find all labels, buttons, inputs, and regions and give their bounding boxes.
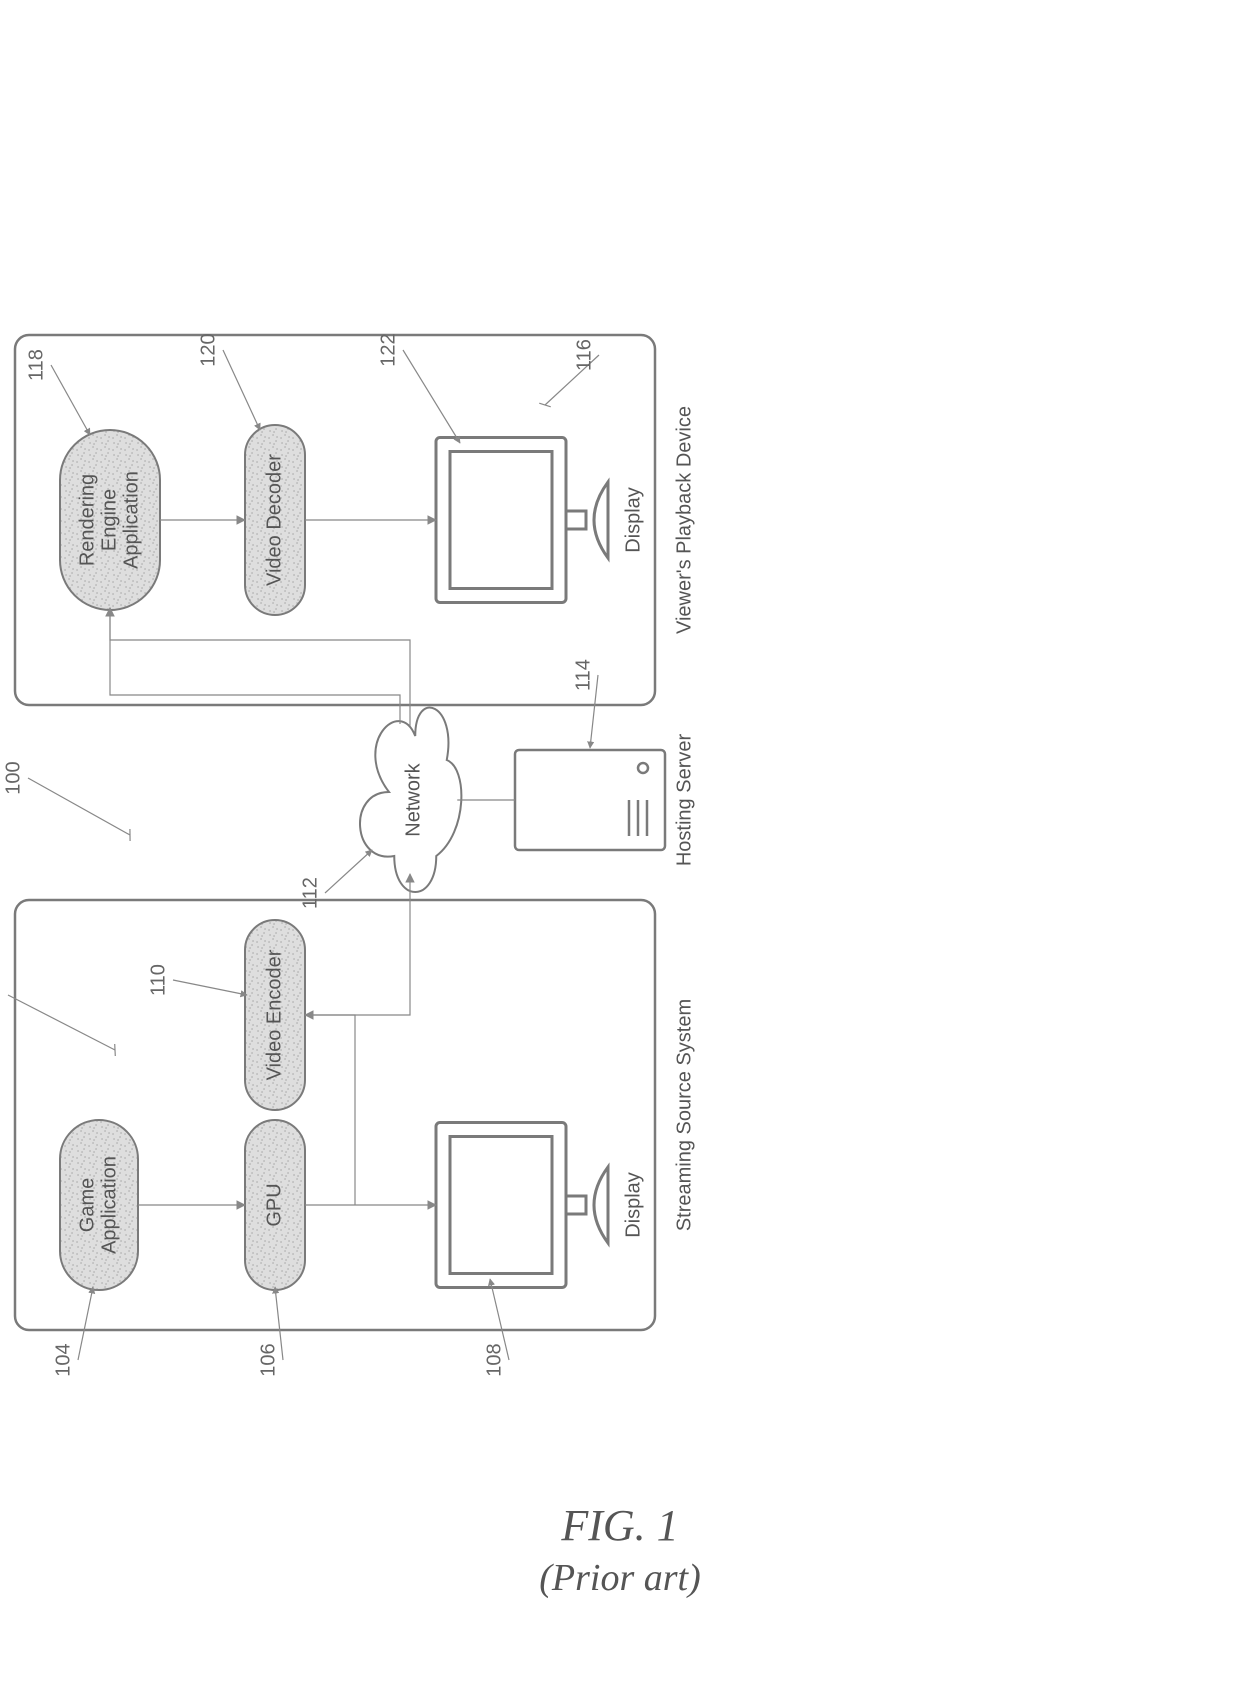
svg-text:Engine: Engine xyxy=(98,489,120,551)
disp1 xyxy=(436,1123,566,1288)
svg-text:GPU: GPU xyxy=(263,1183,285,1226)
svg-text:Video Encoder: Video Encoder xyxy=(263,949,285,1080)
svg-text:118: 118 xyxy=(25,349,47,381)
ref-120 xyxy=(223,350,260,430)
svg-text:114: 114 xyxy=(572,659,594,691)
svg-text:Hosting Server: Hosting Server xyxy=(673,734,695,867)
figure-caption-line1: FIG. 1 xyxy=(560,1501,678,1550)
svg-text:Video Decoder: Video Decoder xyxy=(263,454,285,586)
server xyxy=(515,750,665,850)
svg-text:116: 116 xyxy=(573,339,595,371)
ref-100 xyxy=(28,778,130,835)
figure-caption-line2: (Prior art) xyxy=(539,1557,701,1599)
svg-text:Game: Game xyxy=(76,1178,98,1232)
svg-text:112: 112 xyxy=(299,877,321,909)
svg-text:108: 108 xyxy=(483,1343,505,1376)
svg-text:106: 106 xyxy=(257,1343,279,1376)
svg-text:Display: Display xyxy=(622,1172,644,1238)
svg-text:102: 102 xyxy=(0,978,4,1011)
svg-text:120: 120 xyxy=(197,333,219,366)
edge xyxy=(305,1015,355,1205)
svg-text:Application: Application xyxy=(98,1156,120,1254)
ref-104 xyxy=(78,1287,93,1360)
ref-102 xyxy=(8,995,115,1050)
disp2 xyxy=(436,438,566,603)
svg-text:104: 104 xyxy=(52,1343,74,1376)
svg-text:Application: Application xyxy=(120,471,142,569)
playback-container-label: Viewer's Playback Device xyxy=(673,406,695,634)
ref-122 xyxy=(403,350,460,443)
ref-112 xyxy=(325,850,372,893)
svg-text:Display: Display xyxy=(622,487,644,553)
svg-text:122: 122 xyxy=(377,333,399,366)
ref-110 xyxy=(173,980,247,995)
edge xyxy=(110,608,410,726)
ref-118 xyxy=(51,365,90,435)
svg-text:Rendering: Rendering xyxy=(76,474,98,566)
svg-text:110: 110 xyxy=(147,964,169,996)
svg-text:Network: Network xyxy=(402,762,424,836)
svg-text:100: 100 xyxy=(2,761,24,794)
source-container-label: Streaming Source System xyxy=(673,999,695,1231)
